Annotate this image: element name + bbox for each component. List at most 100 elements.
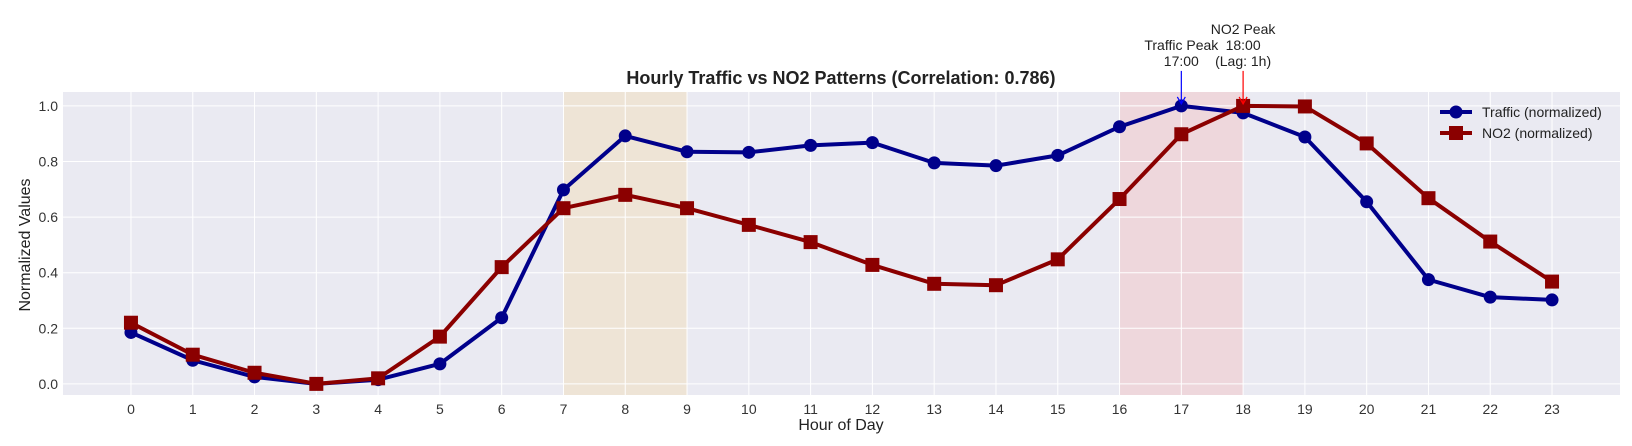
data-point [495, 311, 509, 325]
data-point [1298, 130, 1312, 144]
y-tick-label: 1.0 [39, 98, 59, 114]
data-point [556, 201, 571, 216]
x-tick-label: 15 [1050, 401, 1066, 417]
x-tick-label: 0 [127, 401, 135, 417]
data-point [1050, 252, 1065, 267]
x-tick-label: 22 [1482, 401, 1498, 417]
data-point [618, 129, 632, 143]
x-tick-label: 19 [1297, 401, 1313, 417]
data-point [741, 217, 756, 232]
x-tick-label: 11 [803, 401, 818, 417]
x-axis-title: Hour of Day [798, 417, 883, 434]
data-point [1421, 191, 1436, 206]
y-tick-label: 0.2 [39, 320, 59, 336]
x-tick-label: 2 [251, 401, 259, 417]
x-tick-label: 6 [498, 401, 506, 417]
x-tick-label: 17 [1174, 401, 1190, 417]
y-tick-labels: 0.0 0.2 0.4 0.6 0.8 1.0 [39, 98, 59, 392]
x-tick-label: 14 [988, 401, 1004, 417]
data-point [309, 376, 324, 391]
legend-label: Traffic (normalized) [1482, 104, 1602, 120]
legend-item-0: Traffic (normalized) [1440, 104, 1602, 120]
x-tick-label: 10 [741, 401, 757, 417]
data-point [680, 201, 695, 216]
data-point [680, 145, 694, 159]
annotation-text: 17:00 [1164, 53, 1199, 69]
x-tick-label: 21 [1421, 401, 1437, 417]
data-point [1359, 136, 1374, 151]
data-point [1174, 99, 1188, 113]
legend-item-1: NO2 (normalized) [1440, 125, 1592, 141]
y-axis-title: Normalized Values [17, 178, 34, 311]
annotation-arrowhead [1176, 96, 1186, 106]
x-tick-label: 3 [312, 401, 320, 417]
data-point [1297, 99, 1312, 114]
y-tick-label: 0.8 [39, 153, 59, 169]
plot-background [63, 92, 1620, 395]
data-point [247, 365, 262, 380]
y-tick-label: 0.4 [39, 265, 59, 281]
data-point [804, 138, 818, 152]
data-point [989, 159, 1003, 173]
x-tick-label: 1 [189, 401, 197, 417]
data-point [1113, 120, 1127, 134]
data-point [1112, 192, 1127, 207]
x-tick-label: 13 [926, 401, 942, 417]
data-point [1360, 195, 1374, 209]
legend-label: NO2 (normalized) [1482, 125, 1592, 141]
data-point [742, 145, 756, 159]
x-tick-label: 20 [1359, 401, 1375, 417]
data-point [988, 278, 1003, 293]
x-tick-label: 12 [865, 401, 881, 417]
legend: Traffic (normalized) NO2 (normalized) [1440, 104, 1602, 141]
data-point [1051, 148, 1065, 162]
annotation-text: (Lag: 1h) [1215, 53, 1271, 69]
x-tick-labels: 0 1 2 3 4 5 6 7 8 9 10 11 12 13 14 15 16 17 18 19 20 21 22 23 [127, 401, 1560, 417]
x-tick-label: 5 [436, 401, 444, 417]
data-point [927, 276, 942, 291]
x-tick-label: 8 [621, 401, 629, 417]
x-tick-label: 4 [374, 401, 382, 417]
data-point [927, 156, 941, 170]
data-point [185, 347, 200, 362]
series-line [130, 103, 1554, 386]
data-point [494, 260, 509, 275]
data-point [1483, 290, 1497, 304]
annotation-text: NO2 Peak [1211, 21, 1277, 37]
data-point [123, 315, 138, 330]
x-tick-label: 9 [683, 401, 691, 417]
chart-title: Hourly Traffic vs NO2 Patterns (Correlat… [626, 68, 1055, 88]
data-point [1483, 234, 1498, 249]
y-tick-label: 0.6 [39, 209, 59, 225]
x-tick-label: 18 [1235, 401, 1251, 417]
data-point [1545, 293, 1559, 307]
data-point [371, 371, 386, 386]
legend-marker [1449, 105, 1463, 119]
data-point [1174, 127, 1189, 142]
data-point [1421, 273, 1435, 287]
data-point [1236, 98, 1251, 113]
data-point [1545, 274, 1560, 289]
series-1 [123, 98, 1560, 391]
data-point [556, 183, 570, 197]
x-tick-label: 7 [560, 401, 568, 417]
data-point [803, 235, 818, 250]
data-point [433, 357, 447, 371]
data-point [432, 329, 447, 344]
annotation-arrowhead [1238, 96, 1248, 106]
legend-marker [1449, 126, 1463, 140]
series-layer [123, 98, 1560, 391]
x-tick-label: 23 [1544, 401, 1560, 417]
annotation-text: 18:00 [1226, 37, 1261, 53]
y-tick-label: 0.0 [39, 376, 59, 392]
annotation-text: Traffic Peak [1144, 37, 1219, 53]
data-point [865, 257, 880, 272]
x-tick-label: 16 [1112, 401, 1128, 417]
data-point [865, 136, 879, 150]
data-point [618, 187, 633, 202]
